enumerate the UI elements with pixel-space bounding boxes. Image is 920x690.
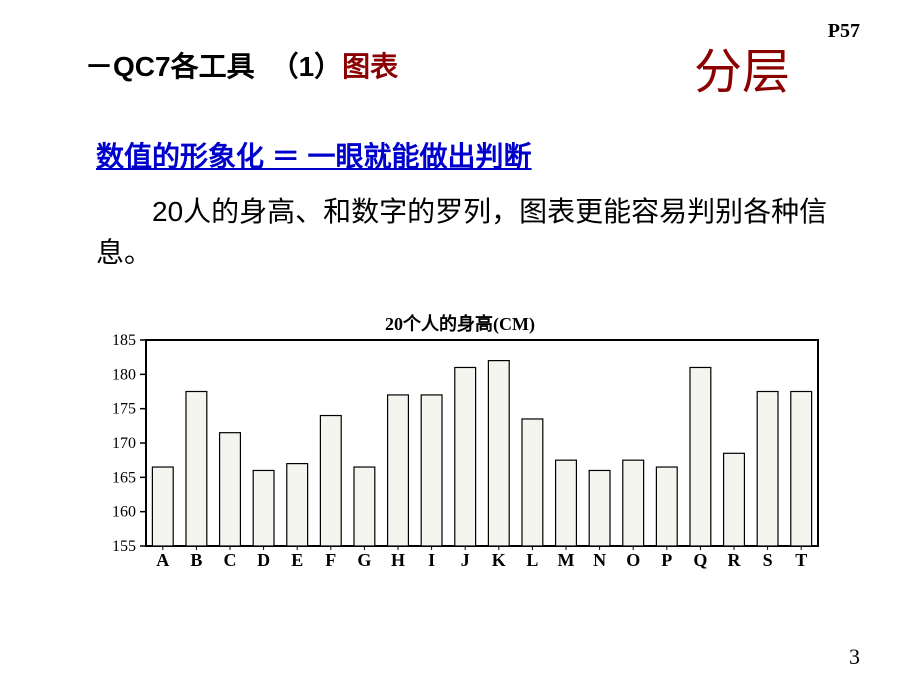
body-text-content: 20人的身高、和数字的罗列，图表更能容易判别各种信息。: [96, 196, 827, 268]
header-number: （1）: [271, 51, 343, 82]
svg-text:185: 185: [112, 334, 136, 349]
svg-text:A: A: [156, 550, 169, 570]
svg-text:I: I: [428, 550, 435, 570]
chart-title: 20个人的身高(CM): [0, 310, 920, 336]
svg-text:F: F: [325, 550, 336, 570]
subheading: 数值的形象化 ＝ 一眼就能做出判断: [96, 135, 532, 175]
header-prefix: －QC7各工具: [85, 45, 255, 85]
svg-text:L: L: [526, 550, 538, 570]
svg-text:T: T: [795, 550, 807, 570]
height-bar-chart: 155 160 165 170 175 180 185 A B CD E F GH I J KLMNO P Q R S…: [96, 334, 824, 574]
svg-text:J: J: [461, 550, 470, 570]
svg-text:P: P: [661, 550, 672, 570]
svg-text:O: O: [626, 550, 640, 570]
svg-text:N: N: [593, 550, 606, 570]
body-paragraph: 20人的身高、和数字的罗列，图表更能容易判别各种信息。: [96, 192, 840, 273]
svg-text:175: 175: [112, 401, 136, 418]
svg-text:C: C: [224, 550, 237, 570]
svg-text:K: K: [492, 550, 506, 570]
slide-header: －QC7各工具 （1）图表: [85, 45, 398, 85]
svg-text:G: G: [357, 550, 371, 570]
svg-text:B: B: [190, 550, 202, 570]
svg-text:180: 180: [112, 366, 136, 383]
svg-text:H: H: [391, 550, 405, 570]
svg-text:R: R: [728, 550, 742, 570]
svg-text:165: 165: [112, 469, 136, 486]
svg-text:D: D: [257, 550, 270, 570]
svg-text:M: M: [558, 550, 575, 570]
svg-text:160: 160: [112, 504, 136, 521]
corner-category-label: 分层: [694, 32, 790, 102]
svg-text:Q: Q: [693, 550, 707, 570]
page-reference: P57: [828, 20, 860, 43]
svg-text:155: 155: [112, 538, 136, 555]
svg-text:170: 170: [112, 435, 136, 452]
header-label-red: 图表: [342, 51, 398, 82]
svg-text:E: E: [291, 550, 303, 570]
page-number: 3: [849, 644, 860, 670]
svg-text:S: S: [763, 550, 773, 570]
